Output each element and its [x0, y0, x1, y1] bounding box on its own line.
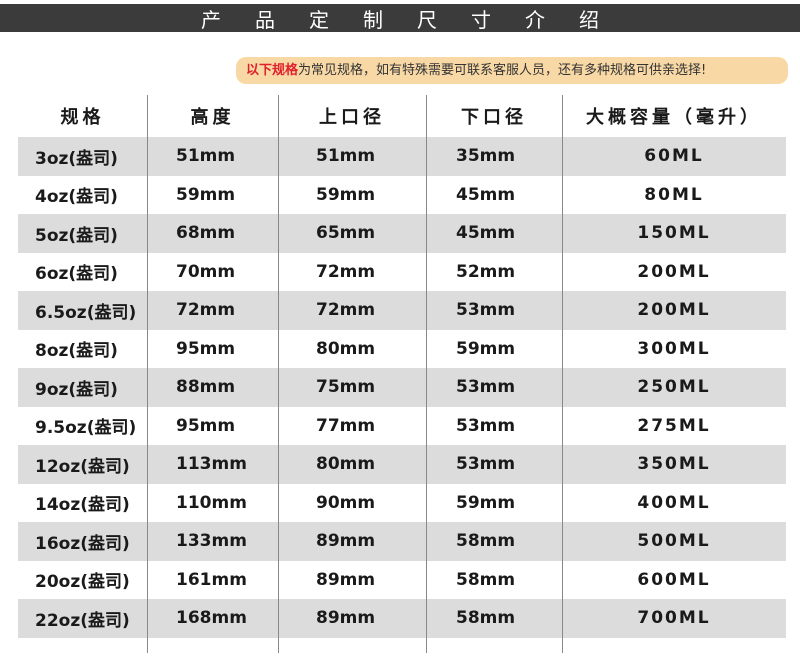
- table-cell: 133mm: [176, 531, 247, 552]
- table-row: 6.5oz(盎司) 72mm 72mm 53mm 200ML: [18, 291, 786, 330]
- table-cell: 35mm: [456, 146, 516, 167]
- table-row: 8oz(盎司) 95mm 80mm 59mm 300ML: [18, 330, 786, 369]
- table-cell: 113mm: [176, 454, 247, 475]
- table-cell: 77mm: [316, 415, 376, 436]
- table-cell: 95mm: [176, 338, 236, 359]
- table-cell: 60ML: [644, 146, 704, 167]
- notice-text: 为常见规格，如有特殊需要可联系客服人员，还有多种规格可供亲选择!: [298, 63, 707, 78]
- table-cell: 200ML: [637, 300, 711, 321]
- table-cell: 53mm: [456, 377, 516, 398]
- table-cell: 20oz(盎司): [35, 572, 130, 593]
- table-cell: 89mm: [316, 569, 376, 590]
- table-cell: 9.5oz(盎司): [35, 418, 137, 439]
- table-cell: 45mm: [456, 184, 516, 205]
- table-cell: 400ML: [637, 492, 711, 513]
- table-cell: 89mm: [316, 608, 376, 629]
- table-cell: 3oz(盎司): [35, 148, 118, 169]
- column-divider: [147, 95, 148, 653]
- table-cell: 52mm: [456, 261, 516, 282]
- table-row: 16oz(盎司) 133mm 89mm 58mm 500ML: [18, 522, 786, 561]
- table-cell: 161mm: [176, 569, 247, 590]
- table-cell: 6.5oz(盎司): [35, 302, 137, 323]
- table-cell: 600ML: [637, 569, 711, 590]
- column-divider: [426, 95, 427, 653]
- header-cell: 规格: [60, 107, 105, 128]
- table-cell: 9oz(盎司): [35, 379, 118, 400]
- table-row: 9oz(盎司) 88mm 75mm 53mm 250ML: [18, 368, 786, 407]
- header-cell: 下口径: [461, 107, 527, 128]
- table-cell: 45mm: [456, 223, 516, 244]
- table-cell: 250ML: [637, 377, 711, 398]
- table-cell: 89mm: [316, 531, 376, 552]
- table-cell: 12oz(盎司): [35, 456, 130, 477]
- table-cell: 275ML: [637, 415, 711, 436]
- notice-highlight: 以下规格: [246, 63, 299, 78]
- table-cell: 8oz(盎司): [35, 341, 118, 362]
- table-cell: 72mm: [316, 300, 376, 321]
- table-row: 14oz(盎司) 110mm 90mm 59mm 400ML: [18, 484, 786, 523]
- header-cell: 高度: [190, 107, 235, 128]
- table-cell: 65mm: [316, 223, 376, 244]
- table-header: 规格 高度 上口径 下口径 大概容量（毫升）: [18, 95, 786, 137]
- table-row: 22oz(盎司) 168mm 89mm 58mm 700ML: [18, 599, 786, 638]
- table-cell: 300ML: [637, 338, 711, 359]
- table-row: 3oz(盎司) 51mm 51mm 35mm 60ML: [18, 137, 786, 176]
- table-cell: 700ML: [637, 608, 711, 629]
- table-cell: 150ML: [637, 223, 711, 244]
- table-cell: 59mm: [176, 184, 236, 205]
- header-cell: 上口径: [319, 107, 385, 128]
- table-cell: 350ML: [637, 454, 711, 475]
- table-cell: 90mm: [316, 492, 376, 513]
- table-cell: 88mm: [176, 377, 236, 398]
- table-cell: 110mm: [176, 492, 247, 513]
- table-row: 12oz(盎司) 113mm 80mm 53mm 350ML: [18, 445, 786, 484]
- table-cell: 68mm: [176, 223, 236, 244]
- table-cell: 70mm: [176, 261, 236, 282]
- table-cell: 14oz(盎司): [35, 495, 130, 516]
- table-cell: 4oz(盎司): [35, 187, 118, 208]
- table-row: 4oz(盎司) 59mm 59mm 45mm 80ML: [18, 176, 786, 215]
- table-cell: 53mm: [456, 454, 516, 475]
- column-divider: [278, 95, 279, 653]
- table-row: 9.5oz(盎司) 95mm 77mm 53mm 275ML: [18, 407, 786, 446]
- table-row: 5oz(盎司) 68mm 65mm 45mm 150ML: [18, 214, 786, 253]
- table-cell: 200ML: [637, 261, 711, 282]
- table-cell: 95mm: [176, 415, 236, 436]
- table-cell: 80mm: [316, 338, 376, 359]
- table-cell: 80ML: [644, 184, 704, 205]
- banner-title: 产品定制尺寸介绍: [201, 7, 633, 32]
- table-cell: 500ML: [637, 531, 711, 552]
- table-cell: 51mm: [176, 146, 236, 167]
- table-cell: 80mm: [316, 454, 376, 475]
- table-cell: 168mm: [176, 608, 247, 629]
- table-row: 20oz(盎司) 161mm 89mm 58mm 600ML: [18, 561, 786, 600]
- table-cell: 75mm: [316, 377, 376, 398]
- header-cell: 大概容量（毫升）: [586, 107, 762, 128]
- table-cell: 58mm: [456, 531, 516, 552]
- table-cell: 51mm: [316, 146, 376, 167]
- table-cell: 58mm: [456, 569, 516, 590]
- size-table: 规格 高度 上口径 下口径 大概容量（毫升） 3oz(盎司) 51mm 51mm 35…: [18, 95, 786, 638]
- table-cell: 72mm: [176, 300, 236, 321]
- table-cell: 72mm: [316, 261, 376, 282]
- table-cell: 58mm: [456, 608, 516, 629]
- table-row: 6oz(盎司) 70mm 72mm 52mm 200ML: [18, 253, 786, 292]
- table-cell: 16oz(盎司): [35, 533, 130, 554]
- section-banner: 产品定制尺寸介绍: [0, 4, 800, 32]
- table-cell: 59mm: [316, 184, 376, 205]
- table-cell: 59mm: [456, 338, 516, 359]
- table-cell: 5oz(盎司): [35, 225, 118, 246]
- column-divider: [562, 95, 563, 653]
- table-cell: 53mm: [456, 300, 516, 321]
- table-cell: 59mm: [456, 492, 516, 513]
- table-cell: 53mm: [456, 415, 516, 436]
- table-cell: 6oz(盎司): [35, 264, 118, 285]
- notice-pill: 以下规格为常见规格，如有特殊需要可联系客服人员，还有多种规格可供亲选择!: [236, 57, 788, 84]
- table-cell: 22oz(盎司): [35, 610, 130, 631]
